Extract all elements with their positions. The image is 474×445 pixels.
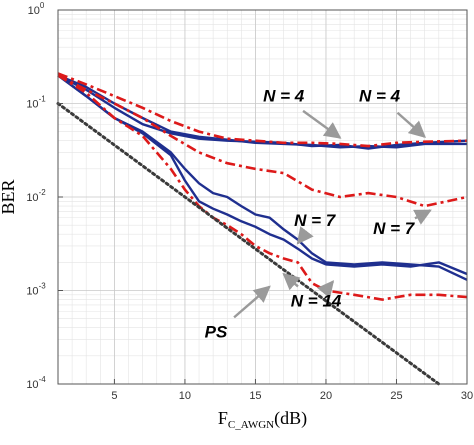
annotation-label: N = 7	[294, 211, 337, 230]
series-line-3	[57, 74, 468, 281]
x-tick-label: 20	[320, 390, 332, 402]
annotation-arrow	[316, 280, 335, 299]
series-group	[56, 72, 468, 386]
x-tick-label: 30	[461, 390, 473, 402]
x-tick-label: 10	[179, 390, 191, 402]
annotation-label: N = 4	[359, 86, 401, 105]
y-tick-label: 100	[28, 1, 45, 17]
series-line-5	[57, 72, 468, 148]
series-line-8	[56, 102, 441, 386]
y-axis-label: BER	[0, 179, 18, 214]
series-line-4	[57, 74, 468, 276]
y-tick-label: 10-1	[26, 95, 46, 111]
annotation-arrow	[233, 285, 271, 319]
annotations: N = 4 N = 4 N = 7 N = 7 N = 14 PS	[205, 86, 432, 342]
annotation-label: N = 4	[263, 86, 305, 105]
annotation-arrow	[282, 272, 301, 291]
annotation-arrow	[396, 111, 426, 138]
y-tick-label: 10-2	[26, 188, 46, 204]
annotation-label: N = 14	[291, 292, 342, 311]
x-tick-label: 5	[111, 390, 117, 402]
x-axis-label: FC_AWGN(dB)	[218, 408, 307, 431]
annotation-label: PS	[205, 323, 228, 342]
annotation-arrow	[302, 109, 342, 139]
annotation-arrow	[296, 226, 314, 245]
x-tick-label: 25	[390, 390, 402, 402]
y-tick-label: 10-3	[26, 282, 46, 298]
y-tick-label: 10-4	[26, 375, 46, 391]
grid	[57, 9, 468, 385]
x-tick-label: 15	[249, 390, 261, 402]
series-line-2	[57, 74, 467, 149]
annotation-label: N = 7	[373, 219, 416, 238]
annotation-arrow	[413, 209, 432, 225]
axes: 5 10 15 20 25 30 10-4 10-3 10-2 10-1 100 BER FC_AWGN…	[0, 1, 473, 431]
series-line-6	[57, 74, 468, 208]
